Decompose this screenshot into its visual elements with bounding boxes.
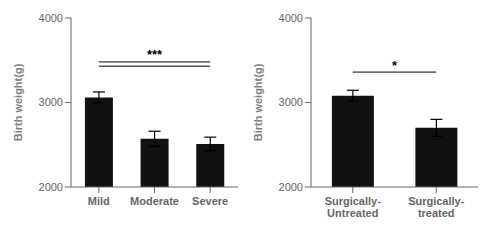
svg-text:*: * [392, 58, 398, 73]
svg-text:Surgically-Untreated: Surgically-Untreated [325, 195, 382, 219]
svg-text:Moderate: Moderate [130, 195, 179, 207]
svg-text:4000: 4000 [279, 12, 303, 24]
svg-text:Mild: Mild [88, 195, 110, 207]
svg-text:2000: 2000 [279, 181, 303, 193]
svg-text:2000: 2000 [39, 181, 63, 193]
svg-text:4000: 4000 [39, 12, 63, 24]
svg-text:Birth weight(g): Birth weight(g) [252, 63, 264, 141]
svg-text:3000: 3000 [279, 96, 303, 108]
svg-text:3000: 3000 [39, 96, 63, 108]
svg-text:***: *** [147, 47, 163, 62]
svg-text:Birth weight(g): Birth weight(g) [12, 63, 24, 141]
svg-text:Severe: Severe [192, 195, 228, 207]
svg-text:Surgically-treated: Surgically-treated [408, 195, 465, 219]
